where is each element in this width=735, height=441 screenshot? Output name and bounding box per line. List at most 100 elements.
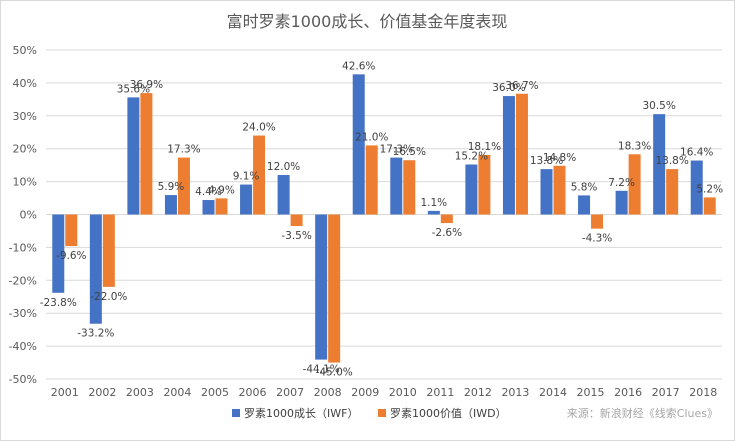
source-note: 来源：新浪财经《线索Clues》 [567,406,718,420]
y-tick-label: 10% [13,176,37,189]
bar-value-2012 [478,154,491,215]
x-tick-label: 2009 [351,386,379,399]
data-label-value-2006: 24.0% [242,122,275,134]
y-tick-label: 20% [13,143,37,156]
y-tick-label: -20% [9,274,37,287]
data-label-growth-2009: 42.6% [342,60,375,72]
x-tick-label: 2003 [126,386,154,399]
bar-growth-2014 [540,169,553,215]
x-tick-label: 2012 [464,386,492,399]
data-label-value-2015: -4.3% [582,233,612,245]
y-tick-label: 30% [13,110,37,123]
bar-growth-2001 [52,214,65,293]
data-label-value-2014: 14.8% [543,152,576,164]
bar-growth-2013 [502,96,515,215]
data-label-growth-2014: 13.8% [530,155,563,167]
data-label-value-2002: -22.0% [90,291,127,303]
x-tick-label: 2011 [426,386,454,399]
bar-value-2018 [703,197,716,215]
x-tick-label: 2010 [389,386,417,399]
bars [52,74,716,363]
y-tick-label: 40% [13,77,37,90]
bar-growth-2018 [690,160,703,215]
x-tick-label: 2006 [239,386,267,399]
data-label-value-2005: 4.9% [208,184,235,196]
bar-value-2013 [515,93,528,215]
gridlines [46,49,722,380]
data-label-growth-2006: 9.1% [233,171,260,183]
data-label-value-2009: 21.0% [355,131,388,143]
data-label-growth-2004: 5.9% [158,181,185,193]
data-label-growth-2016: 7.2% [608,177,635,189]
bar-growth-2015 [578,195,591,215]
chart-title: 富时罗素1000成长、价值基金年度表现 [227,12,508,31]
x-tick-label: 2017 [652,386,680,399]
data-label-value-2016: 18.3% [618,140,651,152]
y-axis-ticks: -50% -40% -30% -20% -10% 0% 10% 20% 30% 40% 50% [9,44,37,386]
data-label-value-2001: -9.6% [56,250,86,262]
data-label-value-2010: 16.5% [393,146,426,158]
data-label-value-2013: 36.7% [505,80,538,92]
legend: 罗素1000成长（IWF） 罗素1000价值（IWD） [232,407,507,420]
legend-label-value: 罗素1000价值（IWD） [390,407,507,420]
data-label-growth-2011: 1.1% [420,197,447,209]
data-label-growth-2018: 16.4% [680,147,713,159]
bar-value-2006 [253,135,266,215]
x-tick-label: 2016 [614,386,642,399]
x-tick-label: 2002 [88,386,116,399]
y-tick-label: -40% [9,340,37,353]
bar-value-2015 [591,214,604,229]
bar-growth-2017 [653,114,666,215]
data-label-growth-2005: 4.4% [195,186,222,198]
legend-swatch-growth [232,409,240,417]
bar-growth-2006 [240,184,253,215]
x-tick-label: 2005 [201,386,229,399]
data-label-growth-2007: 12.0% [267,161,300,173]
x-tick-label: 2015 [577,386,605,399]
legend-label-growth: 罗素1000成长（IWF） [244,407,358,420]
data-label-value-2003: 36.9% [130,79,163,91]
bar-growth-2011 [427,210,440,215]
bar-growth-2005 [202,200,215,215]
x-tick-label: 2008 [314,386,342,399]
bar-growth-2007 [277,175,290,215]
x-tick-label: 2004 [163,386,191,399]
bar-value-2007 [290,214,303,227]
bar-value-2014 [553,165,566,215]
data-label-value-2012: 18.1% [468,141,501,153]
x-tick-label: 2018 [689,386,717,399]
y-tick-label: -50% [9,373,37,386]
data-label-value-2018: 5.2% [696,183,723,195]
bar-value-2008 [328,214,341,363]
y-tick-label: 0% [20,209,37,222]
bar-value-2002 [102,214,115,287]
data-label-value-2011: -2.6% [432,227,462,239]
bar-value-2017 [666,169,679,215]
data-label-growth-2017: 30.5% [642,100,675,112]
data-label-value-2004: 17.3% [167,144,200,156]
bar-growth-2003 [127,97,140,215]
x-tick-label: 2014 [539,386,567,399]
data-label-growth-2013: 36.0% [492,82,525,94]
bar-value-2009 [365,145,378,215]
bar-value-2005 [215,198,228,215]
data-label-growth-2012: 15.2% [455,150,488,162]
data-labels: -23.8% -33.2% 35.6% 5.9% 4.4% 9.1% 12.0% -44.1%… [40,60,723,378]
bar-value-2001 [65,214,78,247]
bar-value-2004 [177,157,190,215]
data-label-growth-2001: -23.8% [40,297,77,309]
y-tick-label: -30% [9,307,37,320]
bar-growth-2004 [164,195,177,215]
data-label-growth-2015: 5.8% [571,181,598,193]
data-label-value-2007: -3.5% [281,230,311,242]
x-tick-label: 2007 [276,386,304,399]
bar-value-2003 [140,93,153,215]
x-tick-label: 2013 [501,386,529,399]
bar-value-2010 [403,160,416,215]
data-label-growth-2008: -44.1% [303,364,340,376]
bar-growth-2009 [352,74,365,215]
data-label-value-2008: -45.0% [316,367,353,379]
